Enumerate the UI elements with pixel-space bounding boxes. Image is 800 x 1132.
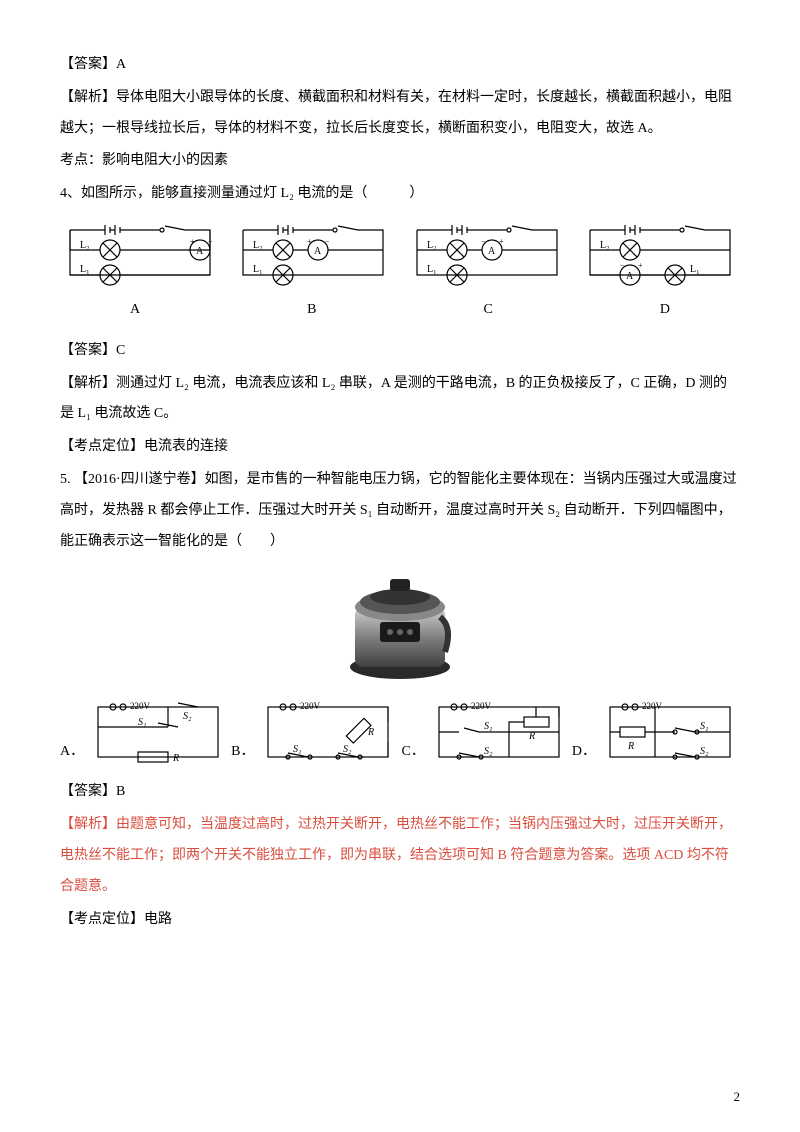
topic-3: 【考点定位】电路 xyxy=(60,905,740,936)
svg-text:S₁: S₁ xyxy=(484,721,492,732)
analysis-3: 【解析】由题意可知，当温度过高时，过热开关断开，电热丝不能工作；当锅内压强过大时… xyxy=(60,810,740,902)
answer-3: 【答案】B xyxy=(60,777,740,808)
opt-a: A． xyxy=(60,737,84,768)
opt-b: B． xyxy=(231,737,254,768)
svg-text:+: + xyxy=(307,237,312,246)
svg-text:L₁: L₁ xyxy=(253,264,263,275)
topic-1: 考点：影响电阻大小的因素 xyxy=(60,146,740,177)
svg-text:L₁: L₁ xyxy=(427,264,437,275)
svg-text:L₁: L₁ xyxy=(80,264,90,275)
svg-text:+: + xyxy=(638,261,643,270)
circuit-diagrams-row-1: A L₂ L₁ + − A L₂ L₁ + − xyxy=(60,220,740,290)
svg-text:−: − xyxy=(325,237,330,246)
analysis-3-text: 由题意可知，当温度过高时，过热开关断开，电热丝不能工作；当锅内压强过大时，过压开… xyxy=(60,817,732,894)
svg-text:S₁: S₁ xyxy=(700,721,708,732)
svg-text:−: − xyxy=(620,261,625,270)
question-4: 4、如图所示，能够直接测量通过灯 L₂ 电流的是（ ） xyxy=(60,179,740,210)
svg-text:A: A xyxy=(488,246,496,257)
question-5: 5. 【2016·四川遂宁卷】如图，是市售的一种智能电压力锅，它的智能化主要体现… xyxy=(60,465,740,557)
circuit-5a: 220V S₂ S₁ R xyxy=(88,697,228,767)
topic-2: 【考点定位】电流表的连接 xyxy=(60,432,740,463)
circuit-labels-row: A B C D xyxy=(60,295,740,326)
svg-text:L₂: L₂ xyxy=(600,240,610,251)
svg-text:R: R xyxy=(627,741,634,752)
label-a: A xyxy=(130,295,140,326)
svg-text:220V: 220V xyxy=(642,701,663,711)
circuit-d: A L₂ L₁ − + xyxy=(580,220,740,290)
opt-c: C． xyxy=(402,737,425,768)
svg-text:+: + xyxy=(190,237,195,246)
svg-text:220V: 220V xyxy=(130,701,151,711)
svg-text:−: − xyxy=(208,237,213,246)
svg-text:R: R xyxy=(528,731,535,742)
circuit-diagrams-row-2: A． 220V S₂ S₁ R B． 220V R xyxy=(60,697,740,767)
svg-text:R: R xyxy=(172,753,179,764)
page-number: 2 xyxy=(734,1083,741,1112)
svg-text:A: A xyxy=(626,271,634,282)
svg-text:L₂: L₂ xyxy=(80,240,90,251)
opt-d: D． xyxy=(572,737,596,768)
label-b: B xyxy=(307,295,316,326)
analysis-1: 【解析】导体电阻大小跟导体的长度、横截面积和材料有关，在材料一定时，长度越长，横… xyxy=(60,83,740,145)
svg-text:R: R xyxy=(367,727,374,738)
svg-text:S₂: S₂ xyxy=(700,746,709,757)
pressure-cooker-image xyxy=(335,567,465,687)
label-d: D xyxy=(660,295,670,326)
circuit-b: A L₂ L₁ + − xyxy=(233,220,393,290)
svg-text:L₂: L₂ xyxy=(253,240,263,251)
svg-text:A: A xyxy=(196,246,204,257)
circuit-5c: 220V R S₁ S₂ xyxy=(429,697,569,767)
circuit-5b: 220V R S₁ S₂ xyxy=(258,697,398,767)
label-c: C xyxy=(484,295,493,326)
svg-text:+: + xyxy=(499,237,504,246)
svg-text:S₂: S₂ xyxy=(183,711,192,722)
analysis-2: 【解析】测通过灯 L₂ 电流，电流表应该和 L₂ 串联，A 是测的干路电流，B … xyxy=(60,369,740,431)
svg-text:L₁: L₁ xyxy=(690,264,700,275)
svg-text:S₂: S₂ xyxy=(343,744,352,755)
answer-2: 【答案】C xyxy=(60,336,740,367)
svg-text:−: − xyxy=(481,237,486,246)
svg-text:A: A xyxy=(314,246,322,257)
circuit-a: A L₂ L₁ + − xyxy=(60,220,220,290)
svg-text:S₁: S₁ xyxy=(293,744,301,755)
svg-text:L₂: L₂ xyxy=(427,240,437,251)
answer-1: 【答案】A xyxy=(60,50,740,81)
svg-text:S₂: S₂ xyxy=(484,746,493,757)
svg-text:220V: 220V xyxy=(471,701,492,711)
circuit-5d: 220V R S₁ S₂ xyxy=(600,697,740,767)
svg-text:S₁: S₁ xyxy=(138,717,146,728)
circuit-c: A L₂ L₁ − + xyxy=(407,220,567,290)
svg-text:220V: 220V xyxy=(300,701,321,711)
analysis-3-prefix: 【解析】 xyxy=(60,817,116,832)
